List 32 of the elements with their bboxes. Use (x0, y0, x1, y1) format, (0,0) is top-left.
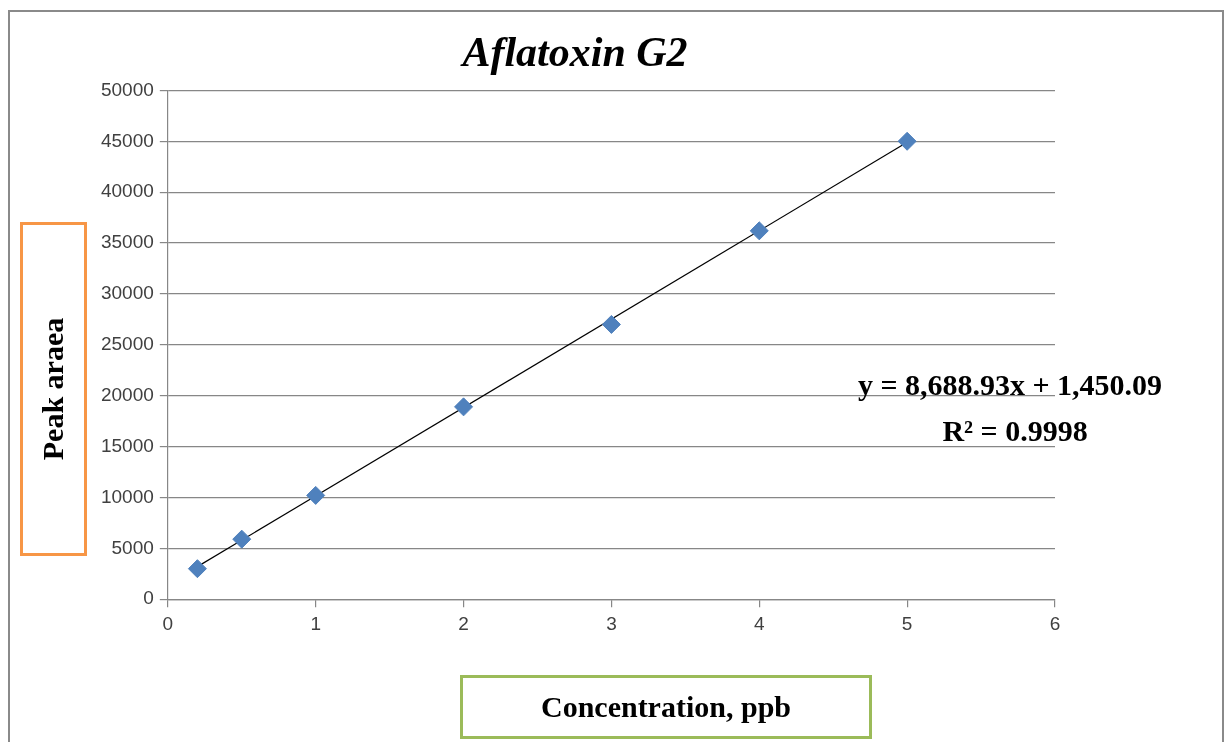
y-tick-label: 45000 (100, 129, 154, 151)
annotation: R² = 0.9998 (942, 413, 1088, 447)
x-tick-label: 5 (901, 612, 913, 634)
point (601, 314, 621, 334)
x-tick-label: 1 (310, 612, 321, 634)
y-tick-label: 40000 (100, 180, 154, 202)
y-tick-label: 20000 (100, 383, 154, 405)
y-tick-label: 10000 (100, 485, 154, 507)
point (306, 485, 326, 505)
label-frame: Peak araea (20, 222, 87, 556)
x-tick-label: 4 (753, 612, 765, 634)
y-axis-title: Peak araea (36, 317, 71, 461)
x-tick-label: 3 (606, 612, 617, 634)
annotation: y = 8,688.93x + 1,450.09 (857, 367, 1163, 401)
y-tick-label: 15000 (100, 434, 154, 456)
y-tick-label: 5000 (111, 536, 154, 558)
y-tick-label: 30000 (100, 282, 154, 304)
y-tick-label: 35000 (100, 231, 154, 253)
point (454, 397, 474, 417)
point (232, 529, 252, 549)
x-tick-label: 2 (458, 612, 469, 634)
x-axis-title: Concentration, ppb (540, 690, 792, 724)
point (187, 559, 207, 579)
x-tick-label: 0 (162, 612, 174, 634)
y-tick-label: 50000 (100, 78, 154, 100)
y-tick-label: 25000 (100, 333, 154, 355)
point (897, 131, 917, 151)
y-tick-label: 0 (143, 587, 154, 609)
chart-title: Aflatoxin G2 (459, 29, 688, 76)
point (749, 221, 769, 241)
x-tick-label: 6 (1049, 612, 1061, 634)
label-frame: Concentration, ppb (460, 675, 872, 739)
